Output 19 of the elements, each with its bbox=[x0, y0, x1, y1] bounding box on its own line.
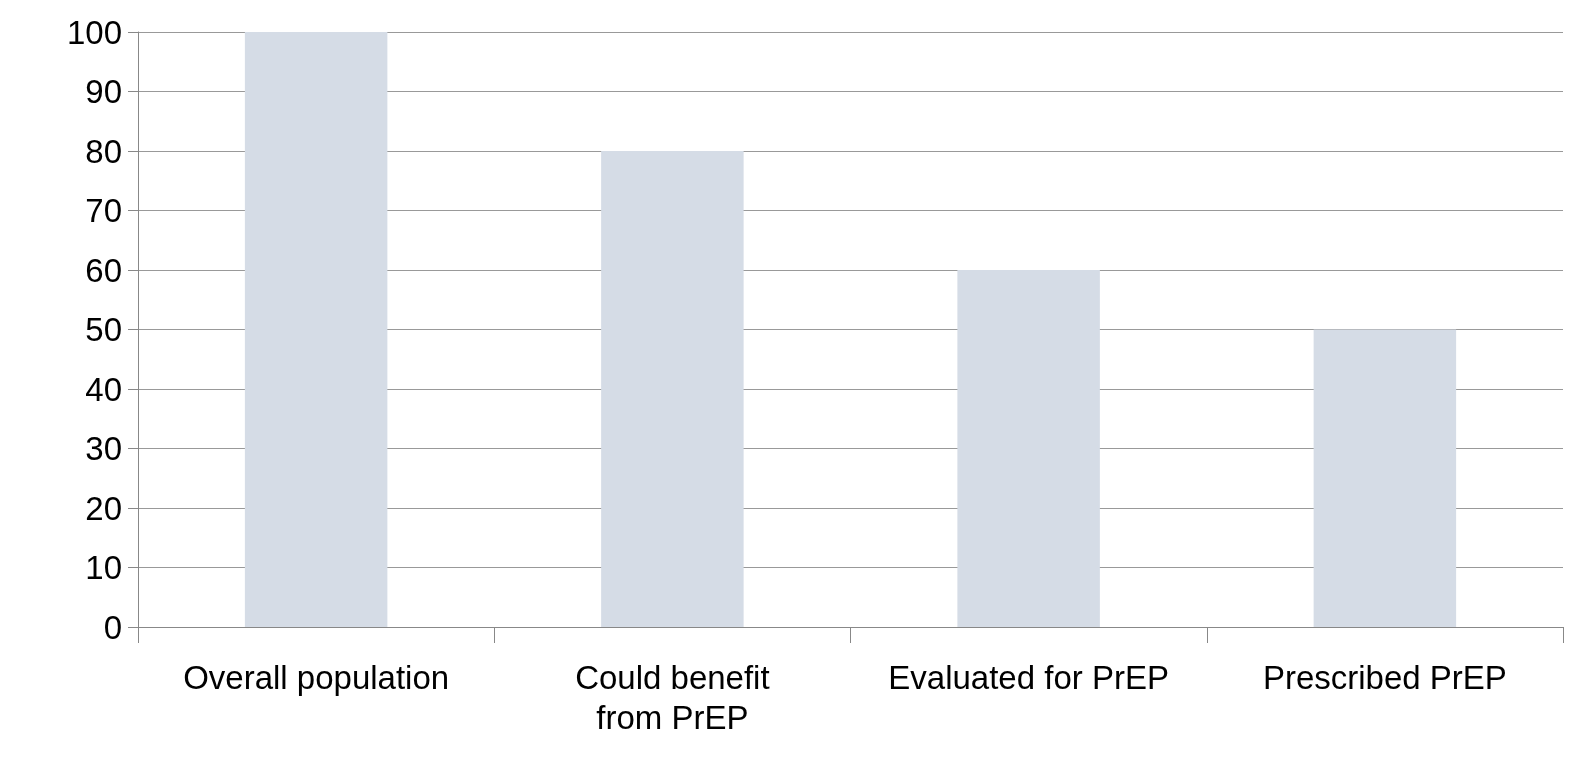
y-tick-label: 20 bbox=[85, 489, 122, 527]
y-tick-label: 60 bbox=[85, 251, 122, 289]
x-tick-label: Overall population bbox=[183, 658, 450, 696]
x-tick-label: Prescribed PrEP bbox=[1262, 658, 1507, 696]
y-tick-label: 100 bbox=[66, 13, 122, 51]
x-tick-label: Evaluated for PrEP bbox=[888, 658, 1169, 696]
bar bbox=[1313, 329, 1457, 627]
y-tick-label: 80 bbox=[85, 132, 122, 170]
y-tick-label: 90 bbox=[85, 73, 122, 110]
y-tick-label: 10 bbox=[85, 549, 122, 586]
y-tick-label: 0 bbox=[103, 608, 122, 646]
y-tick-label: 70 bbox=[85, 192, 122, 229]
bar bbox=[601, 151, 744, 627]
y-tick-label: 40 bbox=[85, 370, 122, 408]
x-tick-label: Could benefit from PrEP bbox=[575, 658, 770, 736]
y-tick-label: 50 bbox=[85, 311, 122, 348]
bar bbox=[957, 270, 1100, 627]
bar bbox=[244, 32, 388, 627]
y-tick-label: 30 bbox=[85, 430, 122, 467]
